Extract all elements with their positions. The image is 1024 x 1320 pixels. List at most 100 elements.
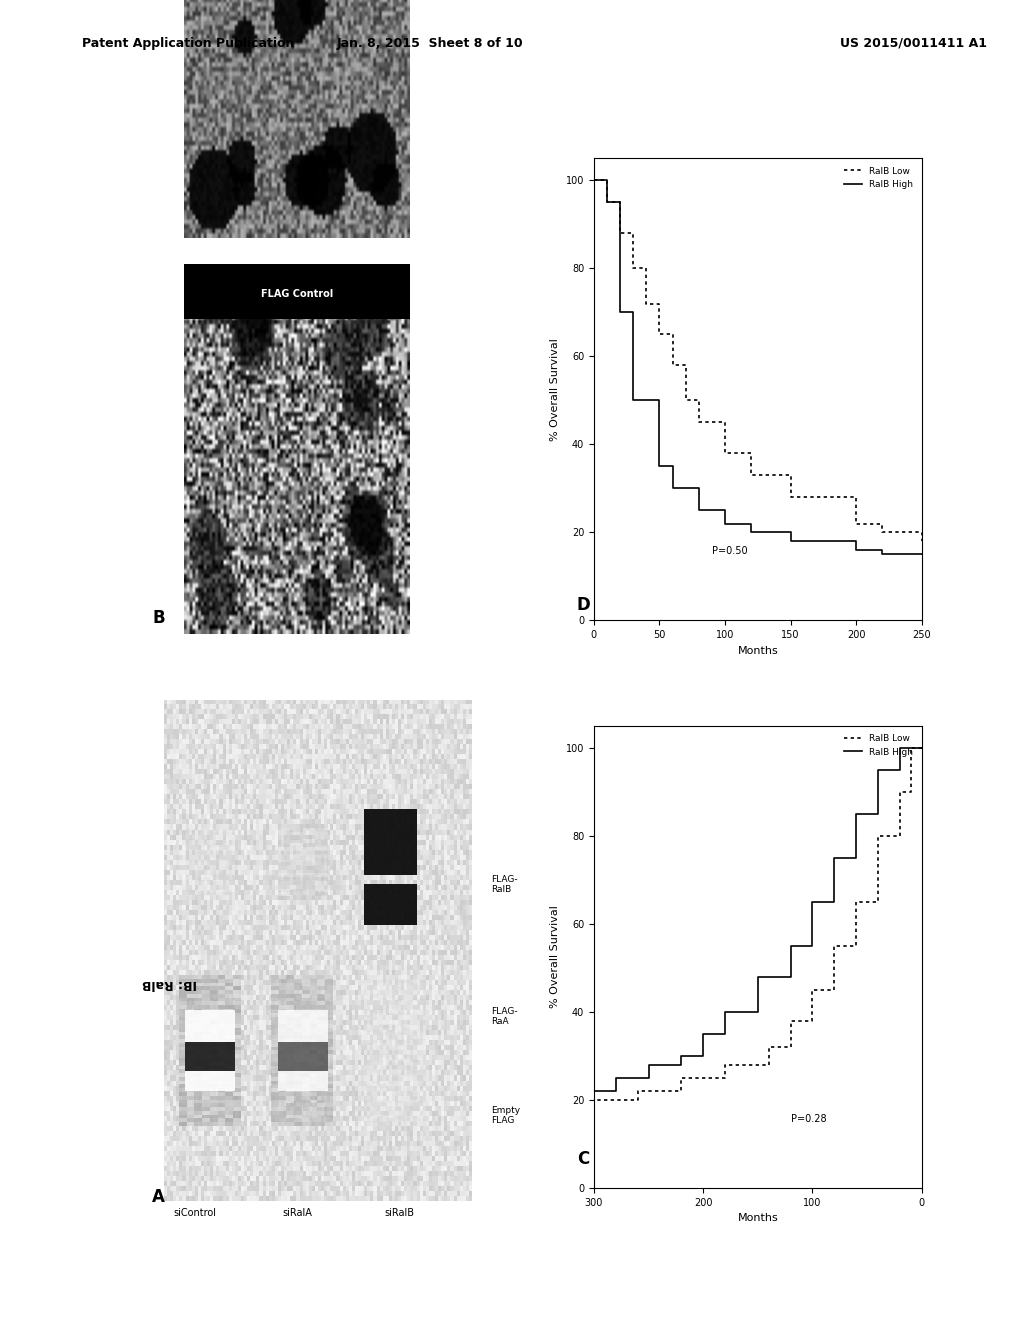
Text: P=0.50: P=0.50 — [712, 546, 748, 557]
Text: C: C — [578, 1150, 590, 1168]
RalB Low — [680, 392, 692, 408]
RalB High — [614, 305, 627, 321]
Text: siRalA: siRalA — [282, 1208, 312, 1218]
RalB High — [675, 1057, 687, 1073]
Bar — [184, 264, 410, 319]
Text: Figure 8: Figure 8 — [46, 1206, 118, 1222]
RalB Low — [640, 296, 652, 312]
RalB Low — [614, 226, 627, 242]
RalB High — [871, 807, 884, 822]
RalB Low — [904, 741, 916, 756]
RalB Low — [784, 1012, 797, 1028]
RalB Low — [675, 1071, 687, 1086]
Text: FLAG-
RaA: FLAG- RaA — [492, 1007, 518, 1026]
RalB Low — [915, 524, 928, 540]
Line: RalB High: RalB High — [594, 748, 922, 1100]
RalB High — [675, 1048, 687, 1064]
RalB High — [667, 480, 679, 496]
RalB High — [806, 939, 818, 954]
Line: RalB Low: RalB Low — [594, 748, 922, 1109]
RalB Low — [719, 445, 731, 461]
Text: A: A — [153, 1188, 165, 1206]
RalB High — [850, 850, 862, 866]
RalB High — [828, 850, 841, 866]
RalB Low — [588, 173, 600, 189]
RalB High — [915, 741, 928, 756]
Text: FLAG Control: FLAG Control — [261, 289, 333, 298]
RalB Low — [850, 516, 862, 532]
RalB High — [915, 546, 928, 562]
RalB High — [784, 969, 797, 985]
RalB High — [692, 503, 705, 519]
Text: siControl: siControl — [173, 1208, 216, 1218]
RalB High — [588, 173, 600, 189]
RalB High — [627, 392, 639, 408]
RalB Low — [828, 939, 841, 954]
RalB High — [653, 392, 666, 408]
Text: siRalB: siRalB — [384, 1208, 415, 1218]
RalB High — [894, 762, 906, 777]
RalB High — [697, 1026, 710, 1041]
RalB Low — [871, 828, 884, 843]
Text: Jan. 8, 2015  Sheet 8 of 10: Jan. 8, 2015 Sheet 8 of 10 — [337, 37, 523, 50]
RalB High — [745, 524, 758, 540]
RalB Low — [719, 1057, 731, 1073]
RalB High — [653, 458, 666, 474]
RalB High — [614, 194, 627, 210]
RalB Low — [632, 1084, 644, 1100]
RalB High — [667, 458, 679, 474]
RalB Low — [692, 414, 705, 430]
RalB High — [627, 305, 639, 321]
RalB High — [642, 1057, 654, 1073]
RalB Low — [871, 894, 884, 909]
RalB High — [609, 1084, 622, 1100]
RalB High — [719, 1005, 731, 1020]
Text: P=0.28: P=0.28 — [791, 1114, 826, 1125]
RalB High — [894, 741, 906, 756]
RalB Low — [806, 982, 818, 998]
X-axis label: Months: Months — [737, 645, 778, 656]
RalB Low — [640, 260, 652, 276]
Text: D: D — [577, 595, 591, 614]
RalB High — [784, 524, 797, 540]
Y-axis label: % Overall Survival: % Overall Survival — [550, 338, 560, 441]
RalB Low — [675, 1084, 687, 1100]
RalB Low — [632, 1092, 644, 1107]
RalB High — [601, 194, 613, 210]
Legend: RalB Low, RalB High: RalB Low, RalB High — [841, 162, 918, 193]
RalB High — [719, 516, 731, 532]
RalB High — [745, 516, 758, 532]
RalB Low — [692, 392, 705, 408]
Text: FLAG-
RalB: FLAG- RalB — [492, 875, 518, 894]
RalB Low — [850, 894, 862, 909]
RalB Low — [894, 784, 906, 800]
RalB Low — [719, 1071, 731, 1086]
RalB High — [850, 543, 862, 558]
X-axis label: Months: Months — [737, 1213, 778, 1224]
RalB High — [719, 1026, 731, 1041]
RalB High — [806, 894, 818, 909]
RalB High — [871, 762, 884, 777]
RalB Low — [667, 326, 679, 342]
RalB Low — [763, 1039, 775, 1055]
RalB Low — [588, 1092, 600, 1107]
Text: B: B — [153, 609, 165, 627]
RalB Low — [806, 1012, 818, 1028]
RalB High — [784, 533, 797, 549]
RalB Low — [763, 1057, 775, 1073]
RalB High — [850, 807, 862, 822]
RalB High — [594, 173, 606, 189]
RalB High — [601, 173, 613, 189]
Line: RalB High: RalB High — [594, 181, 922, 554]
RalB Low — [653, 296, 666, 312]
RalB Low — [627, 260, 639, 276]
Text: Patent Application Publication: Patent Application Publication — [82, 37, 294, 50]
Line: RalB Low: RalB Low — [594, 181, 922, 541]
RalB High — [719, 503, 731, 519]
RalB Low — [915, 533, 928, 549]
Text: Empty
FLAG: Empty FLAG — [492, 1106, 520, 1125]
RalB High — [828, 894, 841, 909]
RalB Low — [784, 467, 797, 483]
RalB Low — [627, 226, 639, 242]
RalB High — [877, 546, 889, 562]
